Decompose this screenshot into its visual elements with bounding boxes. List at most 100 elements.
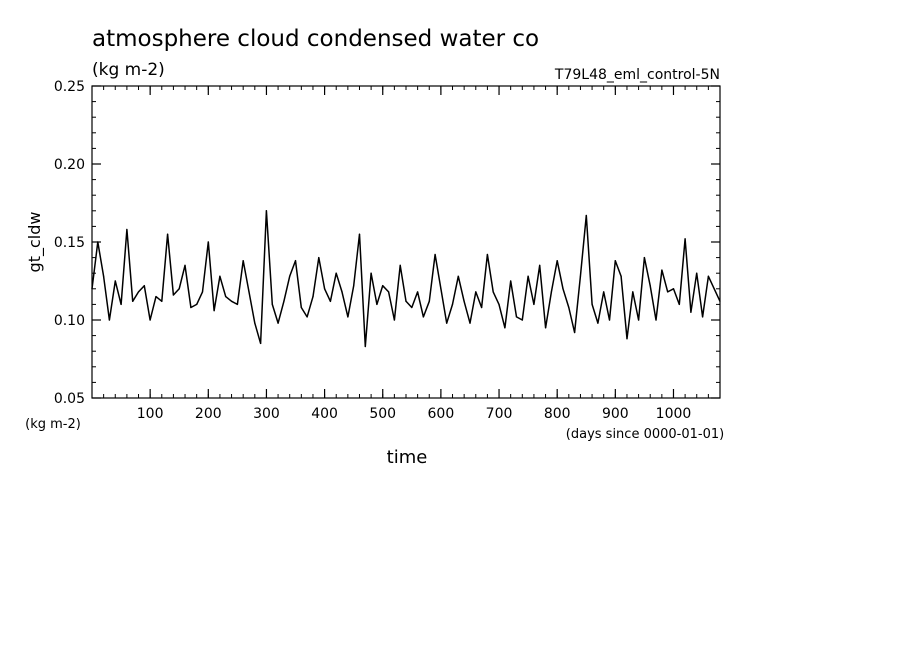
x-tick-label: 800: [544, 406, 571, 422]
data-point: [201, 291, 204, 293]
data-point: [341, 291, 343, 293]
data-point: [672, 288, 675, 290]
data-point: [376, 303, 378, 305]
data-point: [486, 253, 489, 256]
y-tick-label: 0.15: [54, 235, 85, 251]
x-tick-label: 300: [253, 406, 280, 422]
data-point: [446, 322, 448, 324]
data-point: [422, 316, 425, 318]
data-point: [585, 214, 587, 217]
data-point: [597, 322, 599, 324]
data-point: [196, 303, 198, 305]
data-point: [283, 300, 285, 302]
data-point: [632, 291, 634, 293]
data-point: [667, 291, 669, 293]
x-tick-label: 400: [311, 406, 338, 422]
x-tick-label: 900: [602, 406, 629, 422]
x-tick-label: 600: [428, 406, 455, 422]
data-point: [707, 275, 709, 277]
data-point: [260, 342, 262, 344]
data-point: [574, 331, 576, 334]
data-point: [364, 345, 366, 348]
data-point: [132, 300, 134, 302]
data-point: [155, 296, 157, 298]
data-point: [294, 260, 297, 262]
x-tick-label: 700: [486, 406, 513, 422]
data-point: [393, 319, 395, 321]
data-point: [126, 228, 128, 231]
x-tick-label: 500: [369, 406, 396, 422]
data-point: [277, 322, 279, 324]
data-point: [399, 264, 401, 266]
data-point: [120, 303, 122, 305]
data-point: [149, 319, 151, 321]
data-point: [713, 288, 715, 290]
data-point: [690, 311, 692, 313]
data-point: [568, 306, 570, 309]
data-point: [655, 319, 657, 321]
data-point: [510, 280, 512, 282]
data-point: [137, 291, 140, 293]
data-point: [213, 310, 215, 312]
data-point: [312, 296, 314, 298]
data-point: [527, 275, 529, 277]
data-point: [323, 288, 326, 290]
data-point: [434, 253, 436, 256]
data-point: [219, 275, 221, 277]
plot-frame: [91, 85, 721, 399]
data-point: [591, 303, 593, 305]
data-point: [603, 291, 605, 293]
y-tick-label: 0.20: [54, 157, 85, 173]
data-point: [608, 319, 611, 321]
data-point: [382, 285, 384, 287]
data-point: [451, 303, 454, 305]
data-point: [539, 264, 541, 266]
x-tick-label: 200: [195, 406, 222, 422]
data-point: [504, 327, 506, 329]
data-point: [236, 303, 238, 305]
chart-subtitle-units: (kg m-2): [92, 60, 165, 80]
data-point: [114, 280, 116, 282]
data-point: [387, 291, 390, 293]
data-point: [370, 272, 372, 274]
data-point: [242, 260, 244, 262]
data-point: [178, 288, 180, 290]
experiment-label: T79L48_eml_control-5N: [554, 67, 720, 83]
data-point: [190, 306, 192, 309]
x-tick-label: 100: [137, 406, 164, 422]
x-axis-units: (days since 0000-01-01): [566, 427, 724, 442]
chart-title: atmosphere cloud condensed water co: [92, 26, 539, 52]
data-point: [475, 291, 477, 293]
data-point: [358, 233, 361, 235]
data-point: [405, 300, 407, 302]
data-point: [306, 316, 308, 318]
data-point: [544, 327, 547, 329]
data-point: [701, 316, 704, 318]
data-point: [103, 275, 105, 277]
data-point: [161, 300, 163, 302]
data-point: [184, 264, 186, 266]
plot-area: 100 200 300 400 500 600 700 800 900 1000 0.05 0.10 0…: [54, 79, 721, 422]
data-point: [230, 300, 233, 302]
data-point: [318, 257, 320, 259]
data-point: [300, 306, 302, 309]
data-point: [97, 241, 99, 243]
series-line: [91, 210, 721, 348]
data-point: [678, 303, 680, 305]
data-point: [620, 275, 622, 277]
y-tick-label: 0.10: [54, 313, 85, 329]
y-tick-label: 0.05: [54, 391, 85, 407]
y-tick-label: 0.25: [54, 79, 85, 95]
data-point: [498, 303, 500, 305]
data-point: [271, 303, 273, 305]
data-point: [521, 319, 523, 321]
data-point: [428, 300, 430, 302]
data-point: [719, 300, 721, 302]
data-point: [684, 238, 686, 240]
data-point: [643, 257, 646, 259]
data-point: [335, 272, 337, 274]
data-point: [166, 233, 169, 235]
x-tick-label: 1000: [656, 406, 692, 422]
data-point: [440, 288, 442, 290]
data-point: [614, 260, 616, 262]
